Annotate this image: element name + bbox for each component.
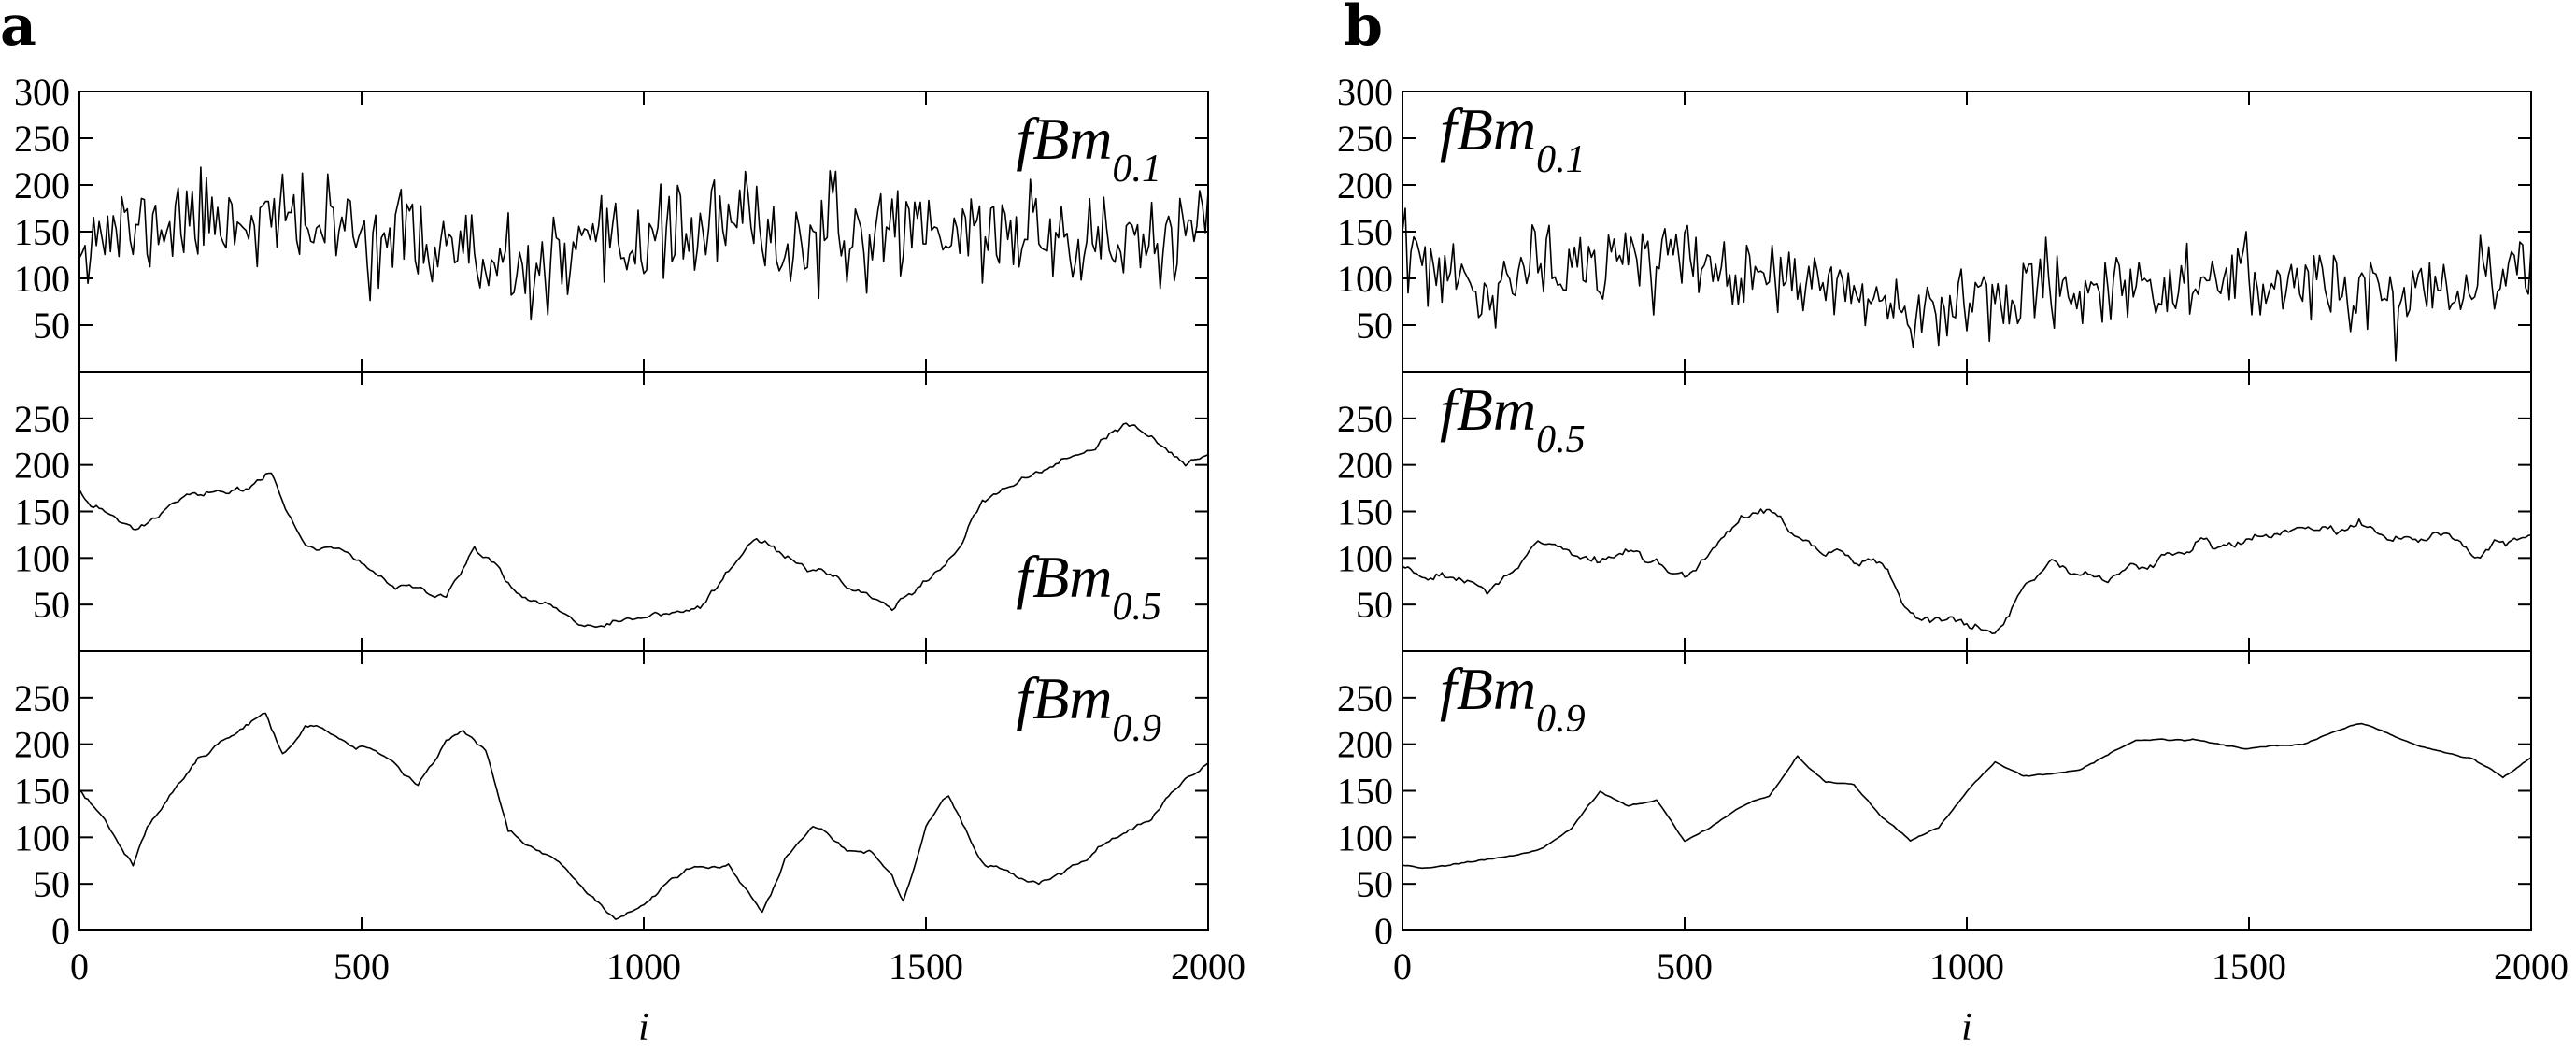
y-tick-label: 200 [1337,445,1393,487]
panel-letter: b [1344,0,1383,59]
y-tick-label: 150 [14,211,70,253]
x-tick-label: 500 [1657,945,1713,987]
y-tick-label: 0 [51,910,70,952]
y-tick-label: 200 [14,724,70,766]
series-line-fbm-0.1 [78,166,1209,321]
series-label: fBm0.1 [1016,106,1161,191]
y-tick-label: 200 [1337,164,1393,206]
y-tick-label: 150 [1337,211,1393,253]
x-tick-label: 1500 [889,945,963,987]
y-tick-label: 100 [1337,258,1393,300]
y-tick-label: 50 [33,584,70,626]
series-line-fbm-0.9 [78,712,1209,920]
series-line-fbm-0.9 [1402,722,2532,870]
y-tick-label: 300 [14,71,70,113]
x-tick-label: 1500 [2212,945,2286,987]
y-tick-label: 150 [1337,771,1393,813]
y-tick-label: 50 [1356,305,1393,347]
y-tick-label: 250 [1337,118,1393,160]
x-axis-label: i [638,1006,649,1049]
y-tick-label: 50 [1356,584,1393,626]
y-tick-label: 150 [1337,491,1393,533]
x-tick-label: 0 [70,945,89,987]
y-tick-label: 0 [1374,910,1393,952]
y-tick-label: 100 [14,816,70,858]
series-label: fBm0.9 [1440,656,1586,741]
panel-letter: a [0,0,36,59]
y-tick-label: 250 [1337,398,1393,440]
x-tick-label: 1000 [606,945,681,987]
plot-frame [1402,371,2532,652]
x-tick-label: 2000 [2494,945,2569,987]
y-tick-label: 100 [14,258,70,300]
panel-a: a50100150200250300fBm0.150100150200250fB… [0,0,1245,1049]
y-tick-label: 100 [14,537,70,579]
y-tick-label: 50 [33,305,70,347]
y-tick-label: 300 [1337,71,1393,113]
y-tick-label: 50 [1356,863,1393,905]
series-label: fBm0.5 [1440,376,1586,461]
series-line-fbm-0.5 [78,422,1209,629]
y-tick-label: 200 [1337,724,1393,766]
y-tick-label: 250 [14,118,70,160]
y-tick-label: 100 [1337,537,1393,579]
y-tick-label: 250 [14,677,70,719]
series-label: fBm0.5 [1016,544,1161,629]
series-line-fbm-0.1 [1402,207,2532,362]
x-tick-label: 0 [1393,945,1412,987]
series-label: fBm0.1 [1440,96,1586,181]
x-axis-label: i [1961,1006,1972,1049]
y-tick-label: 150 [14,491,70,533]
series-line-fbm-0.5 [1402,508,2532,634]
x-tick-label: 500 [334,945,390,987]
y-tick-label: 50 [33,863,70,905]
y-tick-label: 200 [14,445,70,487]
y-tick-label: 250 [1337,677,1393,719]
x-tick-label: 1000 [1929,945,2004,987]
y-tick-label: 150 [14,771,70,813]
y-tick-label: 200 [14,164,70,206]
x-tick-label: 2000 [1171,945,1245,987]
y-tick-label: 250 [14,398,70,440]
y-tick-label: 100 [1337,816,1393,858]
series-label: fBm0.9 [1016,665,1161,750]
